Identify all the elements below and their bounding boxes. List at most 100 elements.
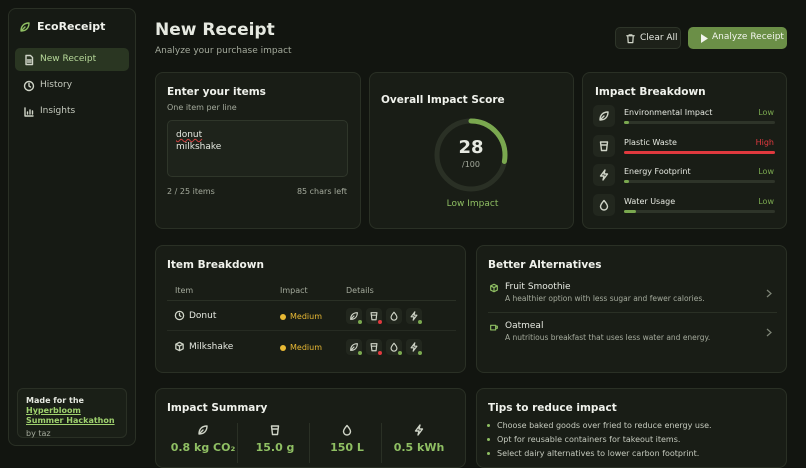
item-line: milkshake bbox=[176, 142, 222, 152]
metric-bar bbox=[624, 209, 637, 213]
icon bbox=[269, 424, 281, 436]
alternative-row[interactable]: Fruit Smoothie A healthier option with l… bbox=[487, 282, 779, 317]
item-line: donut bbox=[176, 130, 203, 140]
impact-dot bbox=[280, 314, 286, 320]
tip-bullet bbox=[487, 424, 490, 427]
icon bbox=[409, 311, 419, 321]
alternative-name: Fruit Smoothie bbox=[505, 282, 571, 292]
item-name: Donut bbox=[189, 311, 217, 321]
tip-bullet bbox=[487, 438, 490, 441]
icon bbox=[174, 341, 185, 352]
chars-left: 85 chars left bbox=[296, 187, 347, 196]
brand: EcoReceipt bbox=[37, 20, 106, 33]
detail-dot bbox=[378, 320, 382, 324]
divider bbox=[167, 300, 456, 301]
nav-item[interactable]: History bbox=[15, 74, 129, 97]
icon bbox=[409, 342, 419, 352]
metric-bar bbox=[624, 150, 775, 154]
score-max: /100 bbox=[462, 160, 480, 169]
detail-chip bbox=[406, 339, 422, 355]
credit-by: by taz bbox=[26, 429, 51, 438]
card-title: Tips to reduce impact bbox=[488, 402, 617, 414]
icon bbox=[489, 322, 499, 332]
summary-value: 15.0 g bbox=[255, 441, 295, 454]
detail-chip bbox=[346, 339, 362, 355]
icon bbox=[598, 169, 610, 181]
nav-icon bbox=[23, 54, 35, 66]
nav-icon bbox=[23, 106, 35, 118]
card-title: Item Breakdown bbox=[167, 259, 264, 271]
icon bbox=[598, 110, 610, 122]
icon bbox=[489, 283, 499, 293]
credit-link[interactable]: Hyperbloom Summer Hackathon bbox=[26, 406, 115, 425]
item-count: 2 / 25 items bbox=[167, 187, 215, 196]
icon bbox=[413, 424, 425, 436]
card-title: Impact Breakdown bbox=[595, 86, 706, 98]
icon bbox=[174, 310, 185, 321]
nav-label: Insights bbox=[40, 106, 76, 116]
tip-bullet bbox=[487, 452, 490, 455]
summary-value: 0.5 kWh bbox=[393, 441, 445, 454]
button-label: Analyze Receipt bbox=[712, 32, 784, 42]
logo-icon bbox=[19, 21, 31, 33]
metric-rating: Low bbox=[758, 167, 774, 176]
gauge-arc bbox=[434, 118, 508, 192]
impact-dot bbox=[280, 345, 286, 351]
detail-chip bbox=[406, 308, 422, 324]
detail-dot bbox=[358, 320, 362, 324]
alternative-row[interactable]: Oatmeal A nutritious breakfast that uses… bbox=[487, 321, 779, 356]
page-title: New Receipt bbox=[155, 20, 275, 40]
icon bbox=[598, 199, 610, 211]
score-verdict: Low Impact bbox=[446, 199, 499, 209]
page: EcoReceipt New Receipt History Insights … bbox=[8, 8, 787, 468]
nav-label: History bbox=[40, 80, 73, 90]
alternatives-card: Better Alternatives Fruit Smoothie A hea… bbox=[476, 245, 787, 373]
chevron bbox=[766, 289, 772, 298]
score-card: Overall Impact Score 28 /100 Low Impact bbox=[369, 72, 574, 229]
chevron bbox=[766, 328, 772, 337]
item-name: Milkshake bbox=[189, 342, 234, 352]
summary-value: 150 L bbox=[330, 441, 364, 454]
card-title: Overall Impact Score bbox=[381, 94, 505, 106]
metric-track bbox=[624, 150, 775, 154]
alternative-desc: A nutritious breakfast that uses less wa… bbox=[505, 333, 711, 342]
divider bbox=[237, 423, 238, 463]
icon bbox=[369, 342, 379, 352]
impact-level: Medium bbox=[290, 343, 322, 352]
nav-item-active[interactable]: New Receipt bbox=[15, 48, 129, 71]
summary-card: Impact Summary 0.8 kg CO₂ 15.0 g 150 L 0.5 … bbox=[155, 388, 466, 468]
items-textarea[interactable]: donut milkshake bbox=[167, 120, 348, 177]
tip-text: Choose baked goods over fried to reduce … bbox=[497, 421, 712, 430]
detail-dot bbox=[378, 351, 382, 355]
metric-icon-box bbox=[593, 164, 615, 186]
metric-icon-box bbox=[593, 193, 615, 216]
breakdown-card: Impact Breakdown Environmental Impact Low… bbox=[582, 72, 787, 229]
icon bbox=[349, 342, 359, 352]
button-icon bbox=[625, 33, 636, 44]
detail-chip bbox=[346, 308, 362, 324]
divider bbox=[381, 423, 382, 463]
analyze-button[interactable]: Analyze Receipt bbox=[688, 27, 787, 49]
tips-card: Tips to reduce impact Choose baked goods… bbox=[476, 388, 787, 468]
button-label: Clear All bbox=[640, 33, 678, 43]
score-value: 28 bbox=[458, 137, 484, 158]
icon bbox=[341, 424, 353, 436]
icon bbox=[197, 424, 209, 436]
icon bbox=[349, 311, 359, 321]
button-icon bbox=[701, 34, 708, 43]
column-header: Item bbox=[175, 286, 194, 295]
page-subtitle: Analyze your purchase impact bbox=[155, 46, 292, 56]
nav-label: New Receipt bbox=[40, 54, 97, 64]
sidebar: EcoReceipt New Receipt History Insights … bbox=[8, 8, 136, 446]
metric-rating: High bbox=[755, 137, 774, 147]
clear-button[interactable]: Clear All bbox=[615, 27, 681, 49]
icon bbox=[598, 140, 610, 152]
metric-bar bbox=[624, 121, 629, 124]
score-gauge bbox=[434, 118, 508, 192]
tip-text: Select dairy alternatives to lower carbo… bbox=[497, 449, 700, 458]
nav-item[interactable]: Insights bbox=[15, 100, 129, 123]
detail-chip bbox=[386, 339, 402, 355]
icon bbox=[369, 311, 379, 321]
metric-label: Water Usage bbox=[624, 196, 676, 206]
divider bbox=[309, 423, 310, 463]
